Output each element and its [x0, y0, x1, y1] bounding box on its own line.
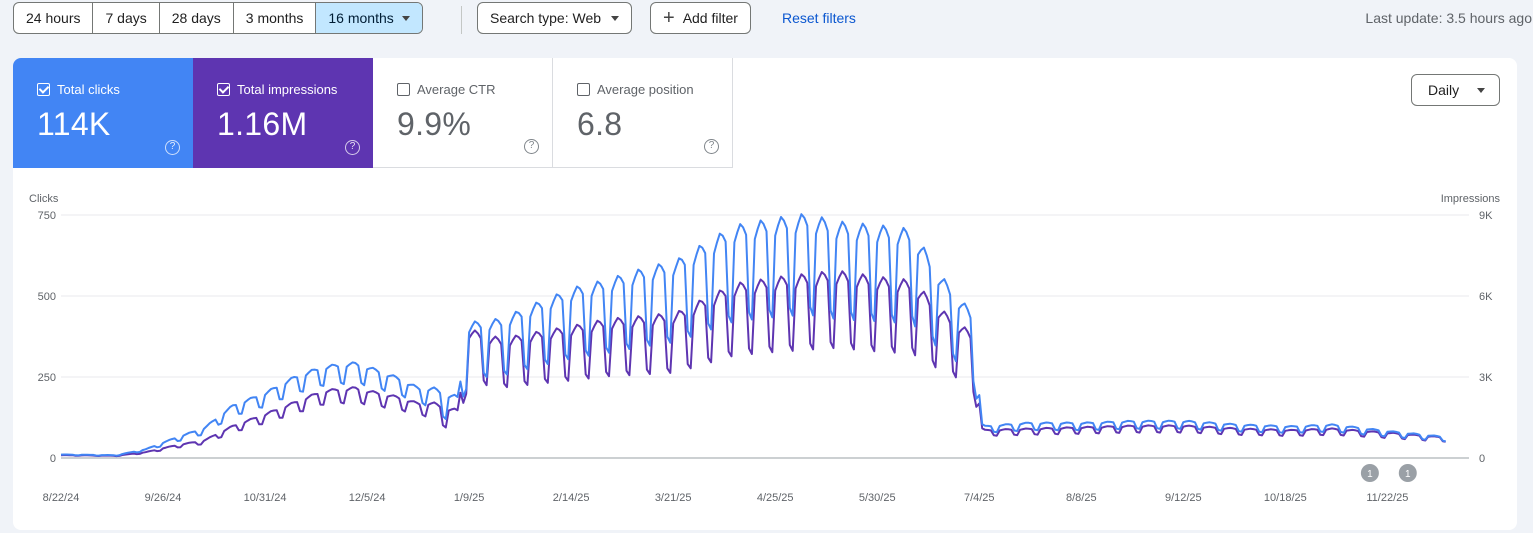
metric-value: 6.8	[577, 106, 623, 142]
chevron-down-icon	[401, 15, 410, 21]
range-16-months-label: 16 months	[328, 10, 394, 26]
range-3-months[interactable]: 3 months	[234, 3, 317, 33]
help-icon[interactable]: ?	[345, 140, 360, 155]
x-tick-label: 9/26/24	[145, 492, 182, 504]
metric-average-position[interactable]: Average position 6.8 ?	[553, 58, 733, 168]
metric-total-impressions-header: Total impressions	[217, 82, 337, 97]
x-tick-label: 10/18/25	[1264, 492, 1307, 504]
right-tick-label: 3K	[1479, 372, 1493, 384]
help-icon[interactable]: ?	[165, 140, 180, 155]
search-type-label: Search type: Web	[490, 10, 602, 26]
metric-label: Total clicks	[57, 82, 120, 97]
left-axis-label: Clicks	[29, 193, 59, 205]
x-tick-label: 11/22/25	[1366, 492, 1408, 504]
metric-average-ctr-header: Average CTR	[397, 82, 496, 97]
x-tick-label: 12/5/24	[349, 492, 386, 504]
chevron-down-icon	[611, 15, 620, 21]
annotation-label: 1	[1367, 469, 1373, 480]
left-tick-label: 250	[38, 372, 56, 384]
plus-icon: +	[663, 7, 675, 29]
left-tick-label: 500	[38, 291, 56, 303]
x-tick-label: 7/4/25	[964, 492, 995, 504]
add-filter-label: Add filter	[682, 10, 738, 26]
performance-chart: Clicks Impressions 750 500 250 0 9K 6K 3K 0 8/22/2…	[29, 193, 1501, 504]
metric-average-position-header: Average position	[577, 82, 694, 97]
checkbox-checked-icon[interactable]	[217, 83, 230, 96]
impressions-series-line	[60, 270, 1446, 458]
metric-average-ctr[interactable]: Average CTR 9.9% ?	[373, 58, 553, 168]
toolbar: 24 hours 7 days 28 days 3 months 16 mont…	[13, 2, 1533, 34]
checkbox-unchecked-icon[interactable]	[577, 83, 590, 96]
x-tick-label: 8/8/25	[1066, 492, 1097, 504]
metric-total-clicks-header: Total clicks	[37, 82, 120, 97]
help-icon[interactable]: ?	[704, 139, 719, 154]
metric-total-clicks[interactable]: Total clicks 114K ?	[13, 58, 193, 168]
metric-value: 1.16M	[217, 106, 308, 142]
x-tick-label: 4/25/25	[757, 492, 794, 504]
date-range-selector: 24 hours 7 days 28 days 3 months 16 mont…	[13, 2, 423, 34]
metric-label: Average CTR	[417, 82, 496, 97]
annotation-marker[interactable]	[1360, 464, 1379, 482]
reset-filters-link[interactable]: Reset filters	[782, 10, 856, 26]
annotation-label: 1	[1405, 469, 1411, 480]
metric-value: 9.9%	[397, 106, 472, 142]
performance-card: Total clicks 114K ? Total impressions 1.…	[13, 58, 1517, 530]
chevron-down-icon	[1477, 87, 1485, 93]
checkbox-checked-icon[interactable]	[37, 83, 50, 96]
toolbar-divider	[461, 6, 462, 34]
right-tick-label: 0	[1479, 453, 1485, 465]
metric-value: 114K	[37, 106, 111, 142]
annotation-marker[interactable]	[1398, 464, 1417, 482]
help-icon[interactable]: ?	[524, 139, 539, 154]
left-tick-label: 0	[50, 453, 56, 465]
range-28-days[interactable]: 28 days	[160, 3, 234, 33]
right-tick-label: 6K	[1479, 291, 1493, 303]
x-tick-label: 1/9/25	[454, 492, 485, 504]
x-tick-label: 10/31/24	[244, 492, 287, 504]
right-tick-label: 9K	[1479, 210, 1493, 222]
last-update-text: Last update: 3.5 hours ago	[1365, 10, 1532, 26]
granularity-dropdown[interactable]: Daily	[1411, 74, 1500, 106]
checkbox-unchecked-icon[interactable]	[397, 83, 410, 96]
clicks-series-line	[60, 213, 1446, 457]
range-24-hours[interactable]: 24 hours	[14, 3, 94, 33]
granularity-label: Daily	[1428, 82, 1460, 98]
x-tick-label: 9/12/25	[1165, 492, 1202, 504]
metric-label: Total impressions	[237, 82, 338, 97]
x-tick-label: 8/22/24	[43, 492, 80, 504]
x-tick-label: 5/30/25	[859, 492, 896, 504]
right-axis-label: Impressions	[1441, 193, 1501, 205]
add-filter-button[interactable]: + Add filter	[650, 2, 751, 34]
range-7-days[interactable]: 7 days	[93, 3, 160, 33]
x-tick-label: 2/14/25	[553, 492, 590, 504]
left-tick-label: 750	[38, 210, 56, 222]
metric-label: Average position	[597, 82, 694, 97]
search-type-dropdown[interactable]: Search type: Web	[477, 2, 633, 34]
metric-total-impressions[interactable]: Total impressions 1.16M ?	[193, 58, 373, 168]
range-16-months[interactable]: 16 months	[316, 3, 422, 33]
x-tick-label: 3/21/25	[655, 492, 692, 504]
